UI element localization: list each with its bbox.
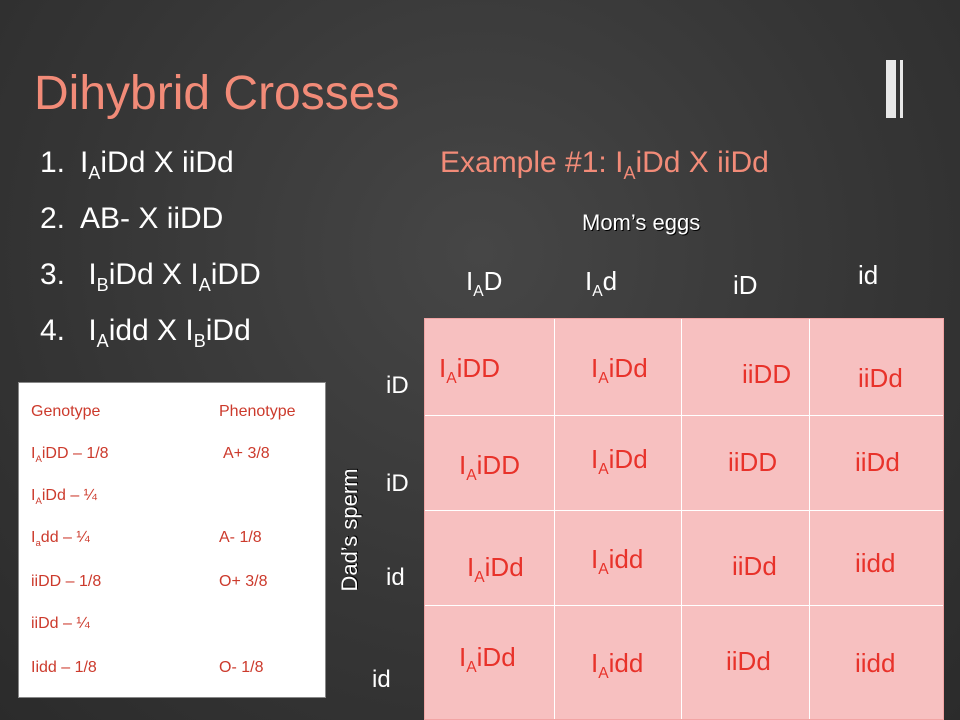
punnett-cell: IAiDD <box>425 319 555 416</box>
cross-item-4: 4. IAidd X IBiDd <box>40 314 251 352</box>
punnett-cell: iiDd <box>682 511 810 606</box>
dads-sperm-label: Dad’s sperm <box>337 468 362 592</box>
genotype-text: iiDd <box>855 447 900 477</box>
legend-genotype: iiDd – ¼ <box>31 615 90 632</box>
genotype-phenotype-legend: Genotype Phenotype IAiDD – 1/8 A+ 3/8 IA… <box>18 382 326 698</box>
punnett-cell: IAiDd <box>555 416 682 511</box>
row-header: iD <box>386 470 409 497</box>
legend-phenotype: A+ 3/8 <box>223 445 270 462</box>
row-header: id <box>386 564 405 591</box>
punnett-cell: IAidd <box>555 511 682 606</box>
genotype-text: IAiDD <box>439 353 500 388</box>
cross-text: IAiDd X iiDd <box>80 146 234 183</box>
legend-header-genotype: Genotype <box>31 403 101 420</box>
cross-number: 3. <box>40 258 66 291</box>
legend-genotype: Iidd – 1/8 <box>31 659 97 676</box>
legend-header-phenotype: Phenotype <box>219 403 296 420</box>
legend-phenotype: O- 1/8 <box>219 659 264 676</box>
legend-phenotype: A- 1/8 <box>219 529 262 546</box>
column-header: IAD <box>466 266 503 301</box>
genotype-text: iiDd <box>726 646 771 676</box>
genotype-text: iidd <box>855 648 896 678</box>
genotype-text: IAiDd <box>467 552 524 587</box>
column-header: id <box>858 260 879 290</box>
genotype-text: iiDd <box>732 551 777 581</box>
column-header: IAd <box>585 266 618 301</box>
row-header: iD <box>386 372 409 399</box>
cross-item-3: 3. IBiDd X IAiDD <box>40 258 261 296</box>
punnett-cell: IAiDd <box>555 319 682 416</box>
cross-item-2: 2. AB- X iiDD <box>40 202 223 236</box>
legend-genotype: IAiDD – 1/8 <box>31 445 109 466</box>
punnett-cell: IAiDD <box>425 416 555 511</box>
punnett-cell: iiDd <box>682 606 810 719</box>
slide-title: Dihybrid Crosses <box>34 67 400 120</box>
genotype-text: IAiDd <box>591 444 648 479</box>
cross-text: IAidd X IBiDd <box>80 314 251 351</box>
cross-number: 2. <box>40 202 66 235</box>
punnett-cell: iidd <box>810 511 943 606</box>
column-header: iD <box>733 270 758 300</box>
genotype-text: iiDD <box>742 359 792 389</box>
genotype-text: iiDD <box>728 447 778 477</box>
decorative-bar-thick <box>886 60 896 118</box>
genotype-text: iiDd <box>858 363 903 393</box>
punnett-cell: iiDd <box>810 416 943 511</box>
legend-phenotype: O+ 3/8 <box>219 573 268 590</box>
punnett-cell: iiDD <box>682 319 810 416</box>
genotype-text: IAidd <box>591 648 644 683</box>
punnett-cell: IAiDd <box>425 511 555 606</box>
example-title: Example #1: IAiDd X iiDd <box>440 146 769 183</box>
moms-eggs-label: Mom’s eggs <box>582 210 701 235</box>
cross-text: AB- X iiDD <box>80 202 224 235</box>
punnett-square: IAiDD IAiDd iiDD iiDd IAiDD IAiDd iiDD i… <box>424 318 944 720</box>
genotype-text: IAiDd <box>459 642 516 677</box>
legend-genotype: IAiDd – ¼ <box>31 487 97 508</box>
punnett-cell: IAiDd <box>425 606 555 719</box>
punnett-cell: iidd <box>810 606 943 719</box>
cross-text: IBiDd X IAiDD <box>80 258 261 295</box>
genotype-text: IAiDD <box>459 450 520 485</box>
genotype-text: IAidd <box>591 544 644 579</box>
genotype-text: iidd <box>855 548 896 578</box>
punnett-cell: iiDd <box>810 319 943 416</box>
decorative-bar-thin <box>900 60 903 118</box>
punnett-cell: iiDD <box>682 416 810 511</box>
punnett-cell: IAidd <box>555 606 682 719</box>
cross-item-1: 1. IAiDd X iiDd <box>40 146 234 184</box>
row-header: id <box>372 666 391 693</box>
genotype-text: IAiDd <box>591 353 648 388</box>
cross-number: 4. <box>40 314 66 347</box>
cross-number: 1. <box>40 146 66 179</box>
legend-genotype: Iadd – ¼ <box>31 529 90 550</box>
legend-genotype: iiDD – 1/8 <box>31 573 102 590</box>
